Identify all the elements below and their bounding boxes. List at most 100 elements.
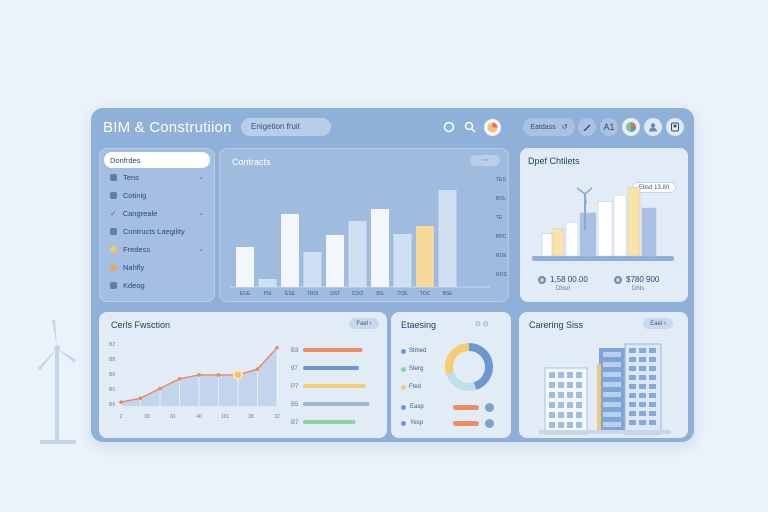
row-bullet: [401, 420, 406, 426]
building-bar: [627, 186, 641, 257]
site-filter-label: Eael: [650, 320, 663, 327]
window: [649, 411, 656, 416]
sidebar-item-dashboard[interactable]: Donfrdes: [104, 152, 210, 168]
site-filter[interactable]: Eael ›: [643, 318, 673, 329]
window: [567, 412, 573, 418]
window: [639, 393, 646, 398]
sidebar-item-label: Cangreale: [122, 208, 158, 218]
avatar[interactable]: [484, 119, 501, 136]
legend-item: Stmed: [401, 348, 426, 354]
window: [567, 392, 573, 398]
stat-cost-value: $780 900: [626, 275, 660, 284]
view-selector[interactable]: Eatdass ↺: [523, 118, 575, 136]
sidebar-item-nahfly[interactable]: Nahfly: [104, 259, 210, 275]
app-title: BIM & Construtiion: [103, 119, 232, 136]
chevron-down-icon: ⌄: [198, 174, 204, 181]
bar: [438, 190, 457, 287]
x-tick-label: 101: [221, 414, 230, 420]
dashboard-window: BIM & Construtiion Enigetion fruit Eatda…: [91, 108, 694, 442]
bar-label: B3: [291, 348, 299, 354]
ai-button[interactable]: A1: [600, 118, 618, 136]
sidebar-item-label: Tens: [123, 172, 139, 182]
wind-turbine-illustration: [38, 320, 76, 444]
y-tick-label: B2: [109, 342, 115, 348]
sidebar-item-label: Cotinig: [123, 190, 147, 200]
y-tick-label: B6: [109, 372, 115, 378]
building-bar: [565, 222, 579, 257]
window: [649, 420, 656, 425]
window: [649, 402, 656, 407]
user-avatar[interactable]: [644, 118, 662, 136]
budget-title: Etaesing: [401, 320, 437, 330]
y-tick-label: B6: [109, 402, 115, 408]
scaffold-pole: [597, 364, 601, 434]
grid-icon: [110, 173, 117, 181]
x-tick-label: TOE: [397, 291, 408, 297]
sidebar-item-tens[interactable]: Tens ⌄: [104, 169, 210, 185]
window: [629, 357, 636, 362]
window: [629, 348, 636, 353]
search-input[interactable]: Enigetion fruit: [241, 118, 331, 136]
sidebar-item-contracts[interactable]: Contructs Laegility: [104, 223, 210, 239]
building-bar: [597, 201, 613, 257]
building-bar: [551, 228, 565, 257]
budget-controls[interactable]: ⊙ ⊙: [475, 321, 489, 328]
row-bullet: [401, 404, 406, 410]
search-icon[interactable]: [462, 119, 478, 135]
check-icon: ✓: [110, 208, 117, 218]
edit-icon[interactable]: [578, 118, 596, 136]
budget-row-bar: [453, 421, 479, 426]
x-tick-label: 30: [144, 414, 150, 420]
budget-row-indicator: [485, 419, 494, 428]
progress-bar: [303, 402, 370, 406]
x-tick-label: OST: [330, 291, 340, 297]
sidebar-item-fredess[interactable]: Fredess ⌄: [104, 241, 210, 257]
donut-slice: [445, 343, 493, 391]
window: [639, 402, 646, 407]
sidebar-item-cangreale[interactable]: ✓ Cangreale ⌄: [104, 205, 210, 221]
window: [639, 384, 646, 389]
y-tick-label: BOL: [496, 196, 506, 202]
budget-row-bar: [453, 405, 479, 410]
legend-swatch: [401, 348, 406, 354]
window: [629, 375, 636, 380]
window: [549, 372, 555, 378]
budget-row-label: Easp: [410, 404, 424, 410]
window: [558, 402, 564, 408]
coin-icon: [538, 275, 546, 284]
chevron-down-icon: ⌄: [198, 210, 204, 217]
bar: [236, 247, 254, 287]
window: [639, 375, 646, 380]
cost-line-chart: B2 B8 B6 B0 B6 2 30 61 40 101 38 32 B3 97 P7 B5 B7: [109, 342, 370, 426]
y-tick-label: TES: [496, 177, 506, 183]
legend-label: Stmed: [409, 348, 427, 354]
record-icon[interactable]: [441, 119, 457, 135]
refresh-icon: ↺: [561, 124, 568, 131]
profile-icon[interactable]: [666, 118, 684, 136]
stat-total-value: 1,58 00.00: [550, 275, 588, 284]
budget-row: Easp: [401, 403, 503, 412]
window: [629, 420, 636, 425]
window: [603, 392, 621, 397]
stat-total: 1,58 00.00: [538, 275, 588, 284]
data-point: [255, 367, 260, 371]
color-wheel-icon[interactable]: [622, 118, 640, 136]
sidebar-item-cotinig[interactable]: Cotinig: [104, 187, 210, 203]
cost-filter[interactable]: Fael ›: [349, 318, 379, 329]
view-selector-label: Eatdass: [530, 123, 556, 131]
y-tick-label: B8: [109, 357, 115, 363]
y-tick-label: TE: [496, 215, 503, 221]
x-tick-label: TOC: [420, 291, 431, 297]
window: [649, 393, 656, 398]
alert-icon: [110, 263, 117, 271]
bar-label: P7: [291, 384, 299, 390]
window: [639, 420, 646, 425]
sidebar-item-kdeog[interactable]: Kdeog: [104, 277, 210, 293]
contracts-options[interactable]: ⋯: [470, 155, 500, 166]
blueprint-illustration: [532, 186, 674, 261]
building-bar: [541, 233, 553, 257]
window: [549, 402, 555, 408]
building-bar: [613, 194, 627, 257]
data-point: [119, 400, 123, 404]
building-center: [599, 348, 625, 434]
